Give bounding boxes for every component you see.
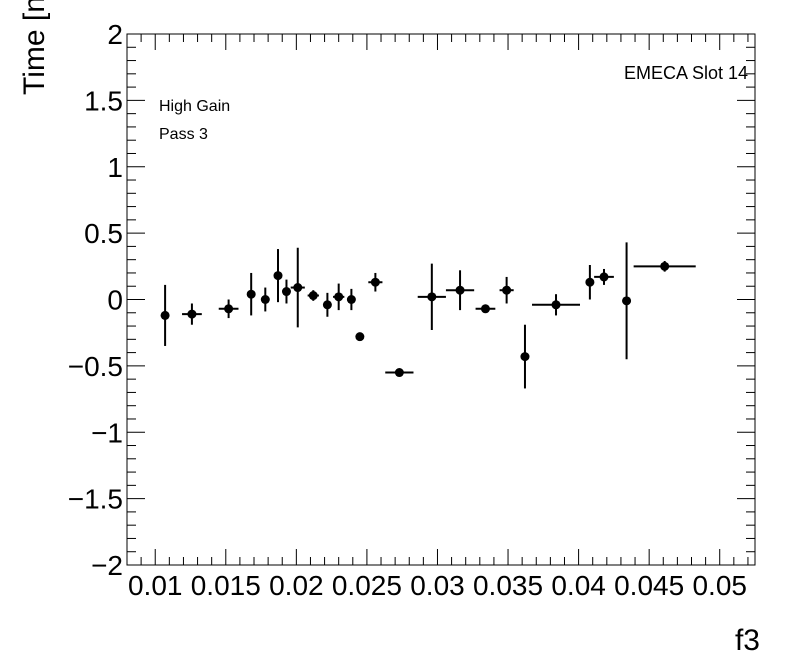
axis-ticks	[126, 33, 755, 566]
y-tick-label: 0	[107, 285, 123, 316]
data-point	[322, 292, 332, 317]
data-point	[417, 263, 446, 331]
data-point	[532, 294, 581, 316]
point-marker	[293, 283, 303, 293]
data-point	[355, 332, 365, 342]
y-axis-label: Time [ns]	[18, 0, 51, 95]
data-point	[307, 290, 319, 301]
point-marker	[455, 285, 465, 295]
x-tick-label: 0.01	[128, 570, 183, 601]
data-point	[218, 299, 239, 319]
data-point	[160, 284, 170, 346]
point-marker	[308, 291, 318, 301]
data-point	[290, 247, 305, 328]
y-tick-label: 0.5	[84, 218, 123, 249]
point-marker	[480, 304, 490, 314]
point-marker	[322, 300, 332, 310]
x-tick-label: 0.025	[332, 570, 402, 601]
data-point	[246, 272, 256, 316]
point-marker	[551, 300, 561, 310]
x-tick-label: 0.045	[614, 570, 684, 601]
annotation-pass: Pass 3	[159, 126, 208, 143]
x-axis-label: f3	[734, 624, 760, 657]
data-point	[475, 304, 496, 314]
point-marker	[520, 352, 530, 362]
data-point	[594, 268, 614, 285]
y-tick-label: 2	[107, 19, 123, 50]
annotation-gain: High Gain	[159, 98, 231, 115]
y-tick-label: 1	[107, 152, 123, 183]
point-marker	[660, 261, 670, 271]
data-point	[273, 249, 283, 303]
x-tick-label: 0.015	[191, 570, 261, 601]
point-marker	[273, 271, 283, 281]
point-marker	[160, 310, 170, 320]
point-marker	[585, 277, 595, 287]
y-tick-label: −1.5	[68, 484, 123, 515]
point-marker	[260, 295, 270, 304]
data-point	[622, 242, 632, 360]
annotation-slot: EMECA Slot 14	[623, 63, 748, 83]
data-point	[445, 270, 475, 311]
data-point	[260, 287, 270, 312]
data-point	[385, 368, 414, 378]
point-marker	[346, 295, 356, 304]
data-point	[499, 276, 514, 304]
data-point	[633, 261, 696, 272]
y-tick-label: −1	[91, 417, 123, 448]
data-point	[368, 272, 383, 292]
x-tick-label: 0.05	[692, 570, 747, 601]
point-marker	[224, 304, 234, 314]
point-marker	[355, 332, 365, 342]
data-point	[333, 283, 345, 311]
point-marker	[427, 292, 437, 302]
x-tick-label: 0.02	[269, 570, 324, 601]
point-marker	[281, 287, 291, 297]
tick-labels: 2 1.5 1 0.5 0 −0.5 −1 −1.5 −20.01 0.015 0.02 0.025 0…	[68, 19, 747, 601]
y-tick-label: −0.5	[68, 351, 123, 382]
point-marker	[622, 296, 632, 306]
data-point	[520, 324, 530, 389]
point-marker	[394, 368, 404, 378]
data-point	[585, 264, 595, 300]
point-marker	[246, 289, 256, 299]
point-marker	[502, 285, 512, 295]
x-tick-label: 0.03	[410, 570, 465, 601]
data-point	[346, 288, 356, 311]
x-tick-label: 0.035	[473, 570, 543, 601]
y-tick-label: −2	[91, 550, 123, 581]
y-tick-label: 1.5	[84, 85, 123, 116]
data-points	[160, 242, 696, 389]
point-marker	[599, 272, 609, 282]
point-marker	[187, 309, 197, 319]
point-marker	[370, 277, 380, 287]
point-marker	[334, 292, 344, 302]
data-point	[182, 303, 202, 325]
x-tick-label: 0.04	[551, 570, 606, 601]
data-point	[281, 279, 291, 304]
